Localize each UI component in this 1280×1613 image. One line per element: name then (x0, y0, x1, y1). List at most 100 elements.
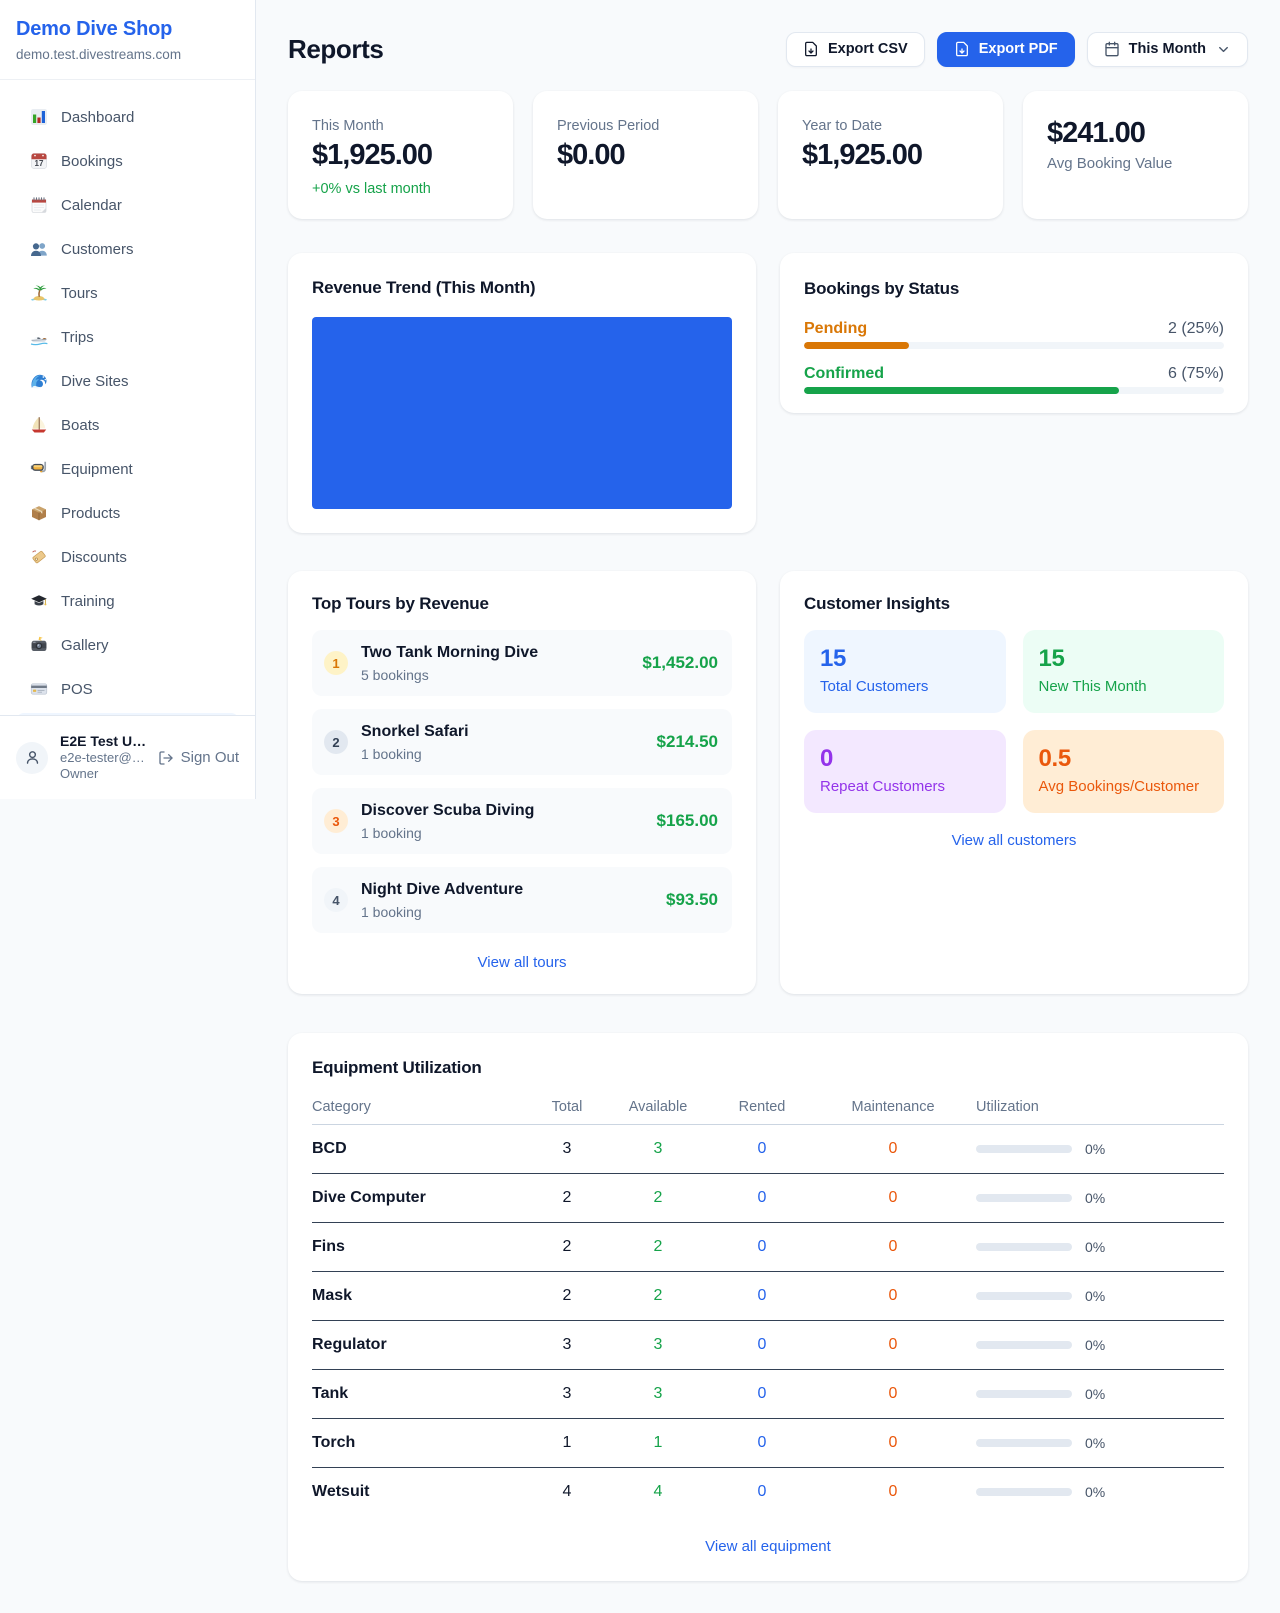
equipment-row: Tank 3 3 0 0 0% (312, 1369, 1224, 1419)
col-total: Total (524, 1079, 610, 1125)
tour-revenue: $165.00 (656, 811, 718, 830)
period-select[interactable]: This Month (1086, 31, 1248, 67)
sidebar-item[interactable]: Dive Sites (16, 361, 239, 401)
insight-tile: 15 Total Customers (804, 630, 1006, 713)
sidebar: Demo Dive Shop demo.test.divestreams.com… (0, 0, 256, 799)
stat-delta: +0% vs last month (312, 181, 431, 197)
equipment-row: BCD 3 3 0 0 0% (312, 1124, 1224, 1174)
insight-tile: 15 New This Month (1022, 630, 1224, 713)
sidebar-item[interactable]: 17 Bookings (16, 141, 239, 181)
equipment-row: Dive Computer 2 2 0 0 0% (312, 1173, 1224, 1223)
utilization-percent: 0% (1085, 1288, 1106, 1304)
sidebar-nav: Dashboard 17 Bookings Calendar Customers (0, 80, 255, 716)
package-icon (30, 504, 48, 522)
status-row: Pending 2 (25%) (804, 319, 1224, 349)
view-all-tours-link[interactable]: View all tours (312, 953, 732, 973)
equipment-rented: 0 (706, 1271, 818, 1321)
equipment-row: Mask 2 2 0 0 0% (312, 1271, 1224, 1321)
view-all-customers-link[interactable]: View all customers (804, 831, 1224, 851)
user-role: Owner (60, 766, 99, 781)
user-footer: E2E Test U… e2e-tester@… Owner Sign Out (0, 715, 255, 799)
svg-text:17: 17 (35, 159, 44, 168)
tour-row: 1 Two Tank Morning Dive 5 bookings $1,45… (312, 630, 732, 696)
tear-calendar-icon (30, 196, 48, 214)
utilization-track (976, 1292, 1072, 1300)
export-pdf-label: Export PDF (978, 41, 1058, 57)
stat-label: Avg Booking Value (1047, 155, 1173, 172)
status-row: Confirmed 6 (75%) (804, 364, 1224, 394)
tour-revenue: $214.50 (656, 732, 718, 751)
equipment-maintenance: 0 (818, 1369, 968, 1419)
utilization-percent: 0% (1085, 1435, 1106, 1451)
sidebar-item[interactable]: Training (16, 581, 239, 621)
sidebar-item[interactable]: POS (16, 669, 239, 709)
sidebar-item[interactable]: Boats (16, 405, 239, 445)
rank-badge: 4 (324, 888, 348, 912)
sidebar-item[interactable]: Products (16, 493, 239, 533)
status-fill (804, 342, 909, 349)
utilization-percent: 0% (1085, 1141, 1106, 1157)
lists-row: Top Tours by Revenue 1 Two Tank Morning … (288, 571, 1248, 994)
utilization-percent: 0% (1085, 1190, 1106, 1206)
insight-value: 15 (820, 645, 847, 672)
tour-revenue: $1,452.00 (642, 653, 718, 672)
sidebar-item[interactable]: Customers (16, 229, 239, 269)
equipment-available: 3 (610, 1369, 706, 1419)
equipment-total: 2 (524, 1271, 610, 1321)
insight-value: 0.5 (1038, 745, 1072, 772)
dive-mask-icon (30, 460, 48, 478)
sidebar-item[interactable]: Dashboard (16, 97, 239, 137)
charts-row: Revenue Trend (This Month) Bookings by S… (288, 253, 1248, 533)
status-track (804, 387, 1224, 394)
revenue-trend-card: Revenue Trend (This Month) (288, 253, 756, 533)
speedboat-icon (30, 328, 48, 346)
insight-label: Total Customers (820, 678, 929, 695)
sidebar-item-active-partial[interactable] (16, 713, 239, 716)
utilization-track (976, 1194, 1072, 1202)
export-csv-button[interactable]: Export CSV (785, 31, 925, 67)
equipment-total: 3 (524, 1320, 610, 1370)
sidebar-item[interactable]: Tours (16, 273, 239, 313)
header-actions: Export CSV Export PDF This Month (785, 31, 1248, 67)
sidebar-item[interactable]: Gallery (16, 625, 239, 665)
equipment-rented: 0 (706, 1369, 818, 1419)
grad-cap-icon (30, 592, 48, 610)
period-label: This Month (1128, 41, 1206, 57)
sidebar-item[interactable]: Trips (16, 317, 239, 357)
brand-block: Demo Dive Shop demo.test.divestreams.com (0, 0, 255, 80)
equipment-utilization-card: Equipment Utilization Category Total Ava… (288, 1033, 1248, 1581)
island-icon (30, 284, 48, 302)
tour-row: 3 Discover Scuba Diving 1 booking $165.0… (312, 788, 732, 854)
equipment-maintenance: 0 (818, 1271, 968, 1321)
equipment-rented: 0 (706, 1222, 818, 1272)
topbar: Reports Export CSV Export PDF This Month (288, 30, 1248, 68)
equipment-total: 4 (562, 1483, 572, 1501)
sidebar-item[interactable]: Discounts (16, 537, 239, 577)
sidebar-item[interactable]: Calendar (16, 185, 239, 225)
user-email: e2e-tester@… (60, 749, 145, 765)
sign-out-button[interactable]: Sign Out (158, 749, 239, 766)
stat-label: Year to Date (802, 118, 883, 134)
export-pdf-button[interactable]: Export PDF (936, 31, 1075, 67)
status-label: Pending (804, 320, 868, 337)
utilization-cell: 0% (968, 1190, 1224, 1206)
utilization-track (976, 1488, 1072, 1497)
utilization-cell: 0% (968, 1435, 1224, 1451)
stat-card: Previous Period $0.00 (533, 91, 758, 219)
chevron-down-icon (1219, 46, 1228, 52)
equipment-rented: 0 (706, 1320, 818, 1370)
revenue-trend-title: Revenue Trend (This Month) (312, 278, 536, 297)
equipment-maintenance: 0 (888, 1483, 898, 1501)
tour-bookings: 1 booking (361, 824, 422, 841)
equipment-available: 2 (610, 1271, 706, 1321)
equipment-rented: 0 (757, 1483, 767, 1501)
view-all-equipment-link[interactable]: View all equipment (312, 1537, 1224, 1557)
utilization-cell: 0% (968, 1386, 1224, 1402)
brand-name[interactable]: Demo Dive Shop (16, 18, 173, 40)
sidebar-item[interactable]: Equipment (16, 449, 239, 489)
utilization-cell: 0% (968, 1288, 1224, 1304)
status-label: Confirmed (804, 365, 884, 382)
equipment-row: Fins 2 2 0 0 0% (312, 1222, 1224, 1272)
calendar-icon (1105, 41, 1119, 57)
